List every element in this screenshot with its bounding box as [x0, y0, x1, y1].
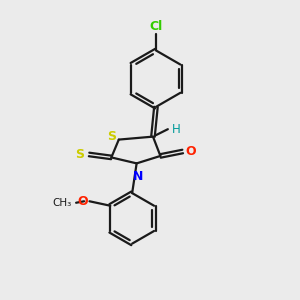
Text: CH₃: CH₃: [52, 198, 72, 208]
Text: H: H: [172, 123, 181, 136]
Text: O: O: [186, 145, 196, 158]
Text: Cl: Cl: [149, 20, 163, 33]
Text: O: O: [77, 195, 88, 208]
Text: S: S: [107, 130, 116, 143]
Text: N: N: [133, 170, 143, 183]
Text: S: S: [76, 148, 85, 161]
